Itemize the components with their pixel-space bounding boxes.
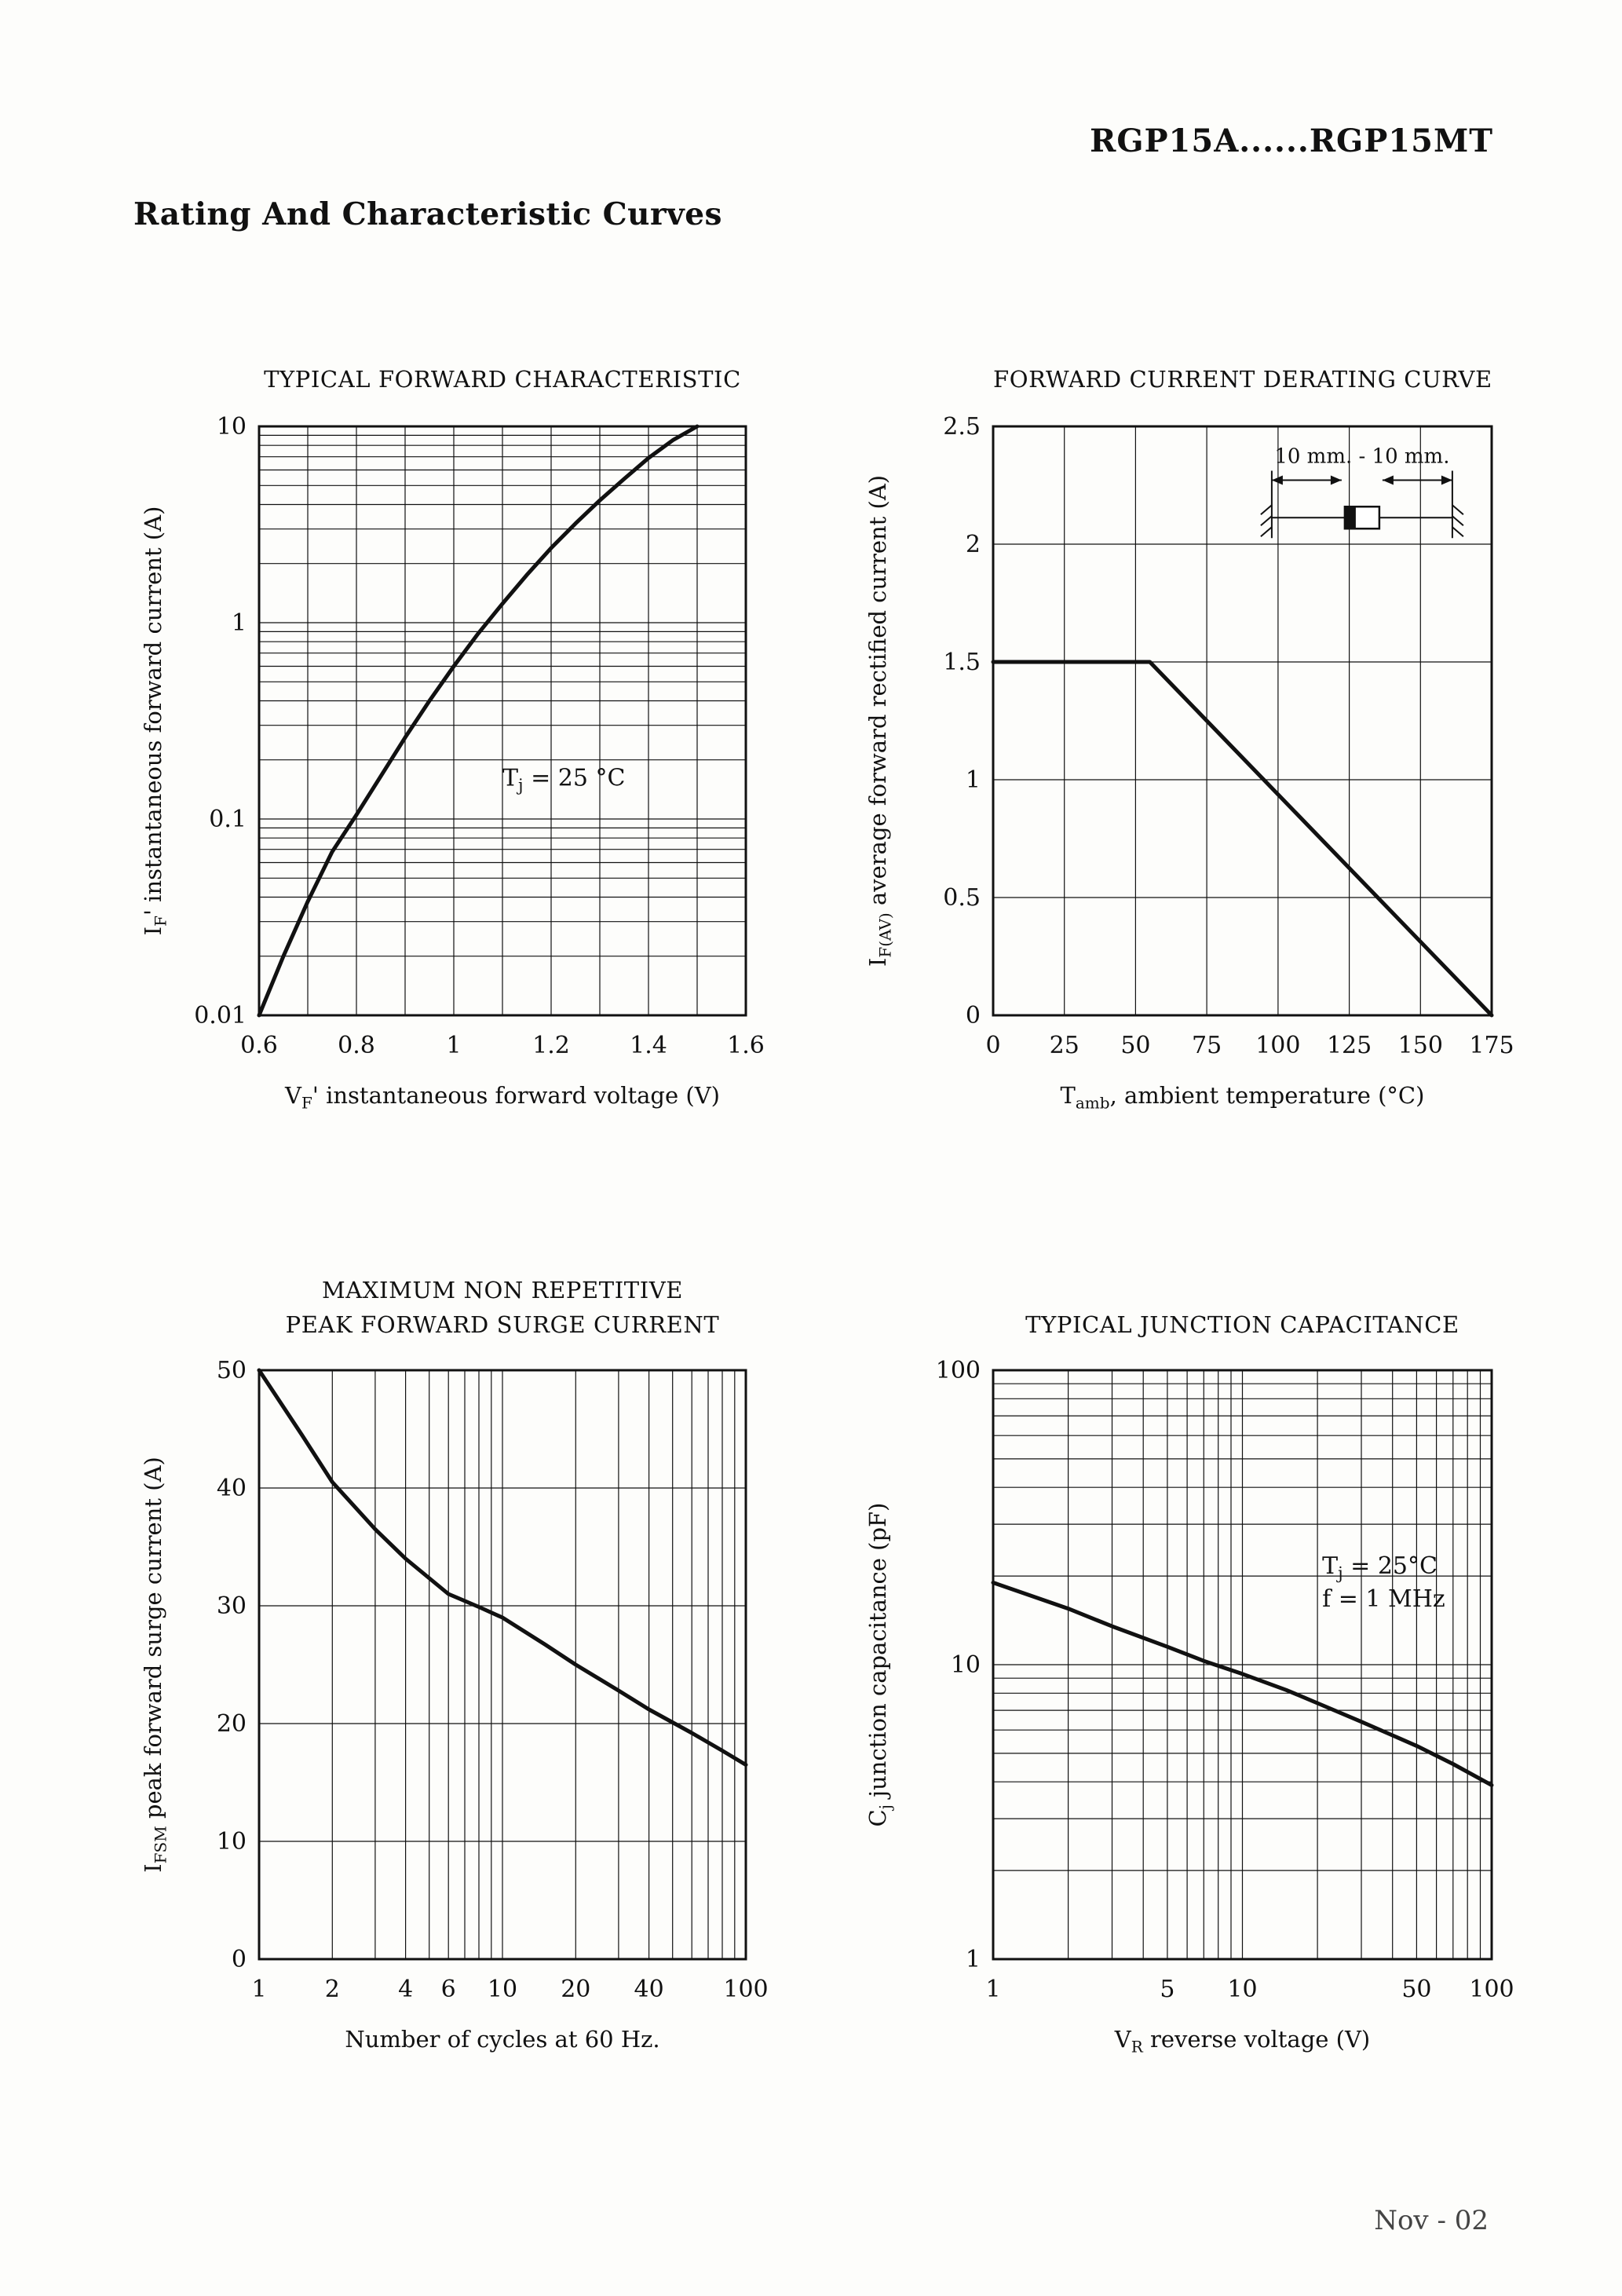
svg-text:0.8: 0.8	[338, 1032, 375, 1059]
chart-typical-forward-characteristic: 0.6 0.8 1 1.2 1.4 1.6 10 1 0.1 0.01 VF' instantane…	[118, 399, 801, 1148]
svg-text:0.5: 0.5	[943, 884, 981, 912]
svg-text:0: 0	[232, 1946, 247, 1973]
page-title: Rating And Characteristic Curves	[133, 196, 722, 232]
svg-text:10: 10	[951, 1651, 981, 1679]
svg-text:0.01: 0.01	[194, 1002, 247, 1029]
svg-text:1: 1	[446, 1032, 461, 1059]
tick-labels: 0 25 50 75 100 125 150 175 0 0.5 1 1.5 2 2.5 Tamb, amb…	[864, 413, 1514, 1112]
svg-text:0: 0	[966, 1002, 981, 1029]
svg-text:20: 20	[217, 1710, 247, 1738]
y-axis-label: Cj junction capacitance (pF)	[864, 1503, 894, 1827]
svg-text:175: 175	[1469, 1032, 1514, 1059]
inset-lead-length-diagram: 10 mm. - 10 mm.	[1260, 445, 1464, 539]
tick-labels: 0.6 0.8 1 1.2 1.4 1.6 10 1 0.1 0.01 VF' instantane…	[140, 413, 765, 1112]
svg-text:10: 10	[1227, 1976, 1257, 2003]
svg-text:100: 100	[1469, 1976, 1514, 2003]
svg-text:1: 1	[251, 1976, 266, 2003]
svg-text:20: 20	[561, 1976, 590, 2003]
svg-text:0: 0	[985, 1032, 1000, 1059]
chart-svg-forward-current-derating-curve: 0 25 50 75 100 125 150 175 0 0.5 1 1.5 2 2.5 Tamb, amb…	[864, 413, 1514, 1112]
part-number-header: RGP15A......RGP15MT	[1090, 122, 1493, 159]
svg-text:10: 10	[488, 1976, 517, 2003]
chart-title-surge-line-2: PEAK FORWARD SURGE CURRENT	[285, 1311, 720, 1338]
svg-text:5: 5	[1160, 1976, 1174, 2003]
inset-label: 10 mm. - 10 mm.	[1274, 445, 1449, 469]
chart-forward-current-derating: 0 25 50 75 100 125 150 175 0 0.5 1 1.5 2 2.5 Tamb, amb…	[848, 399, 1554, 1148]
chart-peak-forward-surge-current: 1 2 4 6 10 20 40 100 0 10 20 30 40 50 Number of cycles…	[118, 1343, 801, 2092]
x-axis-label: Number of cycles at 60 Hz.	[345, 2026, 659, 2053]
y-axis-label: IFSM peak forward surge current (A)	[140, 1457, 170, 1873]
svg-text:40: 40	[217, 1475, 247, 1502]
chart-block-peak-forward-surge-current: MAXIMUM NON REPETITIVE PEAK FORWARD SURG…	[118, 1255, 801, 2103]
svg-text:75: 75	[1192, 1032, 1222, 1059]
grid	[258, 426, 747, 1016]
svg-text:6: 6	[441, 1976, 456, 2003]
svg-text:150: 150	[1398, 1032, 1443, 1059]
svg-text:10: 10	[217, 413, 247, 441]
annotation: f = 1 MHz	[1322, 1585, 1445, 1613]
chart-svg-maximum-non-repetitive-peak-forward-surge-current: 1 2 4 6 10 20 40 100 0 10 20 30 40 50 Number of cycles…	[140, 1357, 769, 2053]
svg-text:100: 100	[936, 1357, 981, 1384]
chart-typical-junction-capacitance: 1 5 10 50 100 1 10 100 VR reverse voltage (V) Cj …	[848, 1343, 1554, 2092]
chart-block-typical-junction-capacitance: TYPICAL JUNCTION CAPACITANCE 1 5 10 50 100 1 1…	[848, 1255, 1554, 2103]
grid	[992, 1369, 1492, 1960]
series-line	[257, 424, 700, 1018]
svg-text:1.5: 1.5	[943, 649, 981, 676]
plot-border	[258, 1369, 747, 1961]
svg-text:1: 1	[232, 609, 247, 637]
series-line	[991, 660, 1494, 1018]
svg-text:0.6: 0.6	[240, 1032, 278, 1059]
annotation: Tj = 25°C	[1322, 1552, 1438, 1583]
x-axis-label: VF' instantaneous forward voltage (V)	[284, 1082, 720, 1112]
chart-svg-typical-junction-capacitance: 1 5 10 50 100 1 10 100 VR reverse voltage (V) Cj …	[864, 1357, 1514, 2056]
svg-text:0.1: 0.1	[209, 806, 247, 833]
chart-title-typical-forward-characteristic: TYPICAL FORWARD CHARACTERISTIC	[264, 366, 741, 393]
annotation: Tj = 25 °C	[502, 765, 625, 795]
svg-text:50: 50	[1120, 1032, 1150, 1059]
svg-text:100: 100	[1255, 1032, 1300, 1059]
footer-date: Nov - 02	[1374, 2205, 1489, 2236]
tick-labels: 1 5 10 50 100 1 10 100 VR reverse voltage (V) Cj …	[864, 1357, 1514, 2056]
series-line	[257, 1368, 748, 1767]
chart-title-forward-current-derating: FORWARD CURRENT DERATING CURVE	[993, 366, 1492, 393]
chart-block-typical-forward-characteristic: TYPICAL FORWARD CHARACTERISTIC 0.6 0.8 1 1.…	[118, 353, 801, 1162]
x-axis-label: VR reverse voltage (V)	[1114, 2026, 1371, 2056]
plot-border	[992, 425, 1493, 1017]
svg-text:1.2: 1.2	[532, 1032, 570, 1059]
svg-text:10: 10	[217, 1828, 247, 1855]
svg-text:1.6: 1.6	[727, 1032, 765, 1059]
plot-border	[992, 1369, 1493, 1961]
svg-text:1: 1	[966, 1946, 981, 1973]
svg-text:1.4: 1.4	[630, 1032, 667, 1059]
svg-text:40: 40	[634, 1976, 664, 2003]
grid	[992, 426, 1492, 1016]
x-axis-label: Tamb, ambient temperature (°C)	[1061, 1082, 1425, 1112]
chart-svg-typical-forward-characteristic: 0.6 0.8 1 1.2 1.4 1.6 10 1 0.1 0.01 VF' instantane…	[140, 413, 765, 1112]
y-axis-label: IF' instantaneous forward current (A)	[140, 506, 170, 936]
tick-labels: 1 2 4 6 10 20 40 100 0 10 20 30 40 50 Number of cycles…	[140, 1357, 769, 2053]
svg-text:30: 30	[217, 1592, 247, 1620]
plot-border	[258, 425, 747, 1017]
svg-text:2: 2	[966, 531, 981, 558]
grid	[258, 1369, 747, 1960]
series-line	[991, 1581, 1494, 1787]
svg-text:2.5: 2.5	[943, 413, 981, 441]
svg-text:4: 4	[398, 1976, 413, 2003]
svg-text:1: 1	[966, 766, 981, 794]
svg-text:25: 25	[1050, 1032, 1080, 1059]
chart-block-forward-current-derating: FORWARD CURRENT DERATING CURVE 0 25 50 75 10…	[848, 353, 1554, 1162]
svg-text:2: 2	[325, 1976, 340, 2003]
svg-text:50: 50	[217, 1357, 247, 1384]
svg-text:50: 50	[1401, 1976, 1431, 2003]
chart-title-typical-junction-capacitance: TYPICAL JUNCTION CAPACITANCE	[1025, 1311, 1459, 1338]
svg-text:100: 100	[723, 1976, 768, 2003]
svg-text:1: 1	[985, 1976, 1000, 2003]
chart-title-surge-line-1: MAXIMUM NON REPETITIVE	[321, 1277, 684, 1303]
svg-text:125: 125	[1327, 1032, 1372, 1059]
y-axis-label: IF(AV) average forward rectified current…	[864, 475, 894, 967]
